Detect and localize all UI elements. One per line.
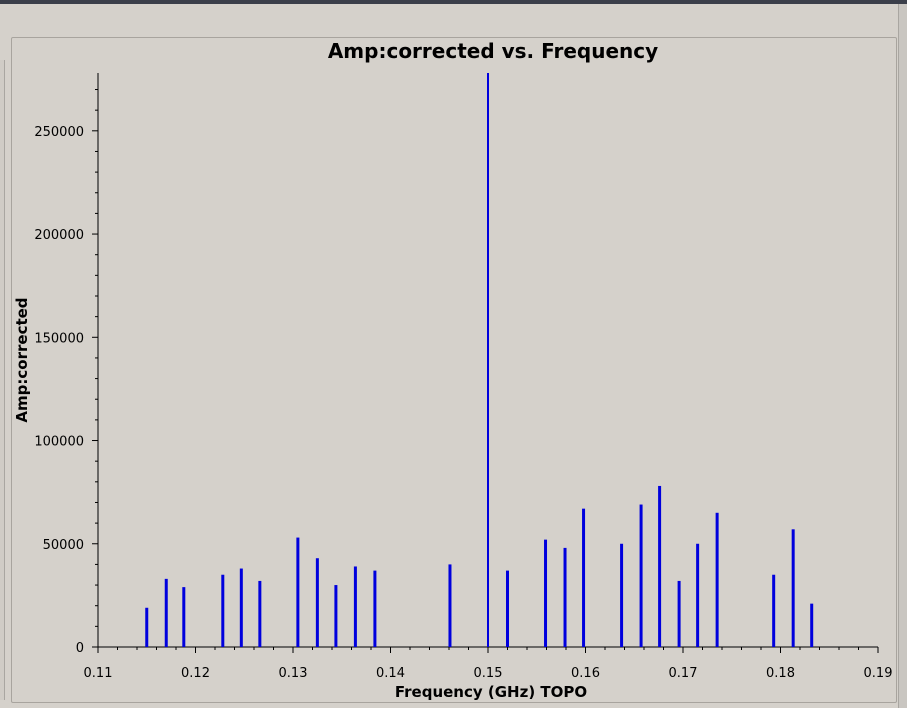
- data-point-cluster: [677, 580, 681, 647]
- y-tick-label: 250000: [34, 125, 84, 140]
- data-point-cluster: [448, 564, 452, 647]
- plot-panel: [11, 37, 897, 703]
- data-point-cluster: [373, 570, 377, 647]
- y-tick-label: 200000: [34, 228, 84, 243]
- data-point-cluster: [296, 537, 300, 647]
- chart-title: Amp:corrected vs. Frequency: [328, 39, 658, 63]
- x-tick-label: 0.15: [474, 666, 503, 681]
- data-point-cluster: [582, 508, 586, 647]
- data-point-cluster: [315, 558, 319, 647]
- window-right-scroll-edge: [898, 4, 907, 708]
- data-marks: [145, 73, 814, 647]
- left-side-panel-edge: [0, 60, 5, 700]
- x-tick-label: 0.17: [669, 666, 698, 681]
- data-point-cluster: [164, 578, 168, 647]
- data-point-cluster: [810, 603, 814, 647]
- x-tick-label: 0.18: [766, 666, 795, 681]
- x-tick-label: 0.11: [84, 666, 113, 681]
- data-point-cluster: [544, 539, 548, 647]
- data-point-cluster: [145, 607, 149, 647]
- data-point-cluster: [715, 512, 719, 647]
- data-point-cluster: [221, 574, 225, 647]
- x-tick-label: 0.19: [864, 666, 893, 681]
- data-point-cluster: [639, 504, 643, 647]
- y-tick-label: 50000: [43, 538, 84, 553]
- data-point-cluster: [772, 574, 776, 647]
- data-point-cluster: [334, 585, 338, 647]
- data-point-cluster: [487, 73, 489, 647]
- axes: 0.11 0.12 0.13 0.14 0.15 0.16 0.17 0.18 0.19 0 500…: [34, 73, 892, 681]
- y-tick-label: 100000: [34, 435, 84, 450]
- data-point-cluster: [258, 580, 262, 647]
- x-tick-label: 0.14: [376, 666, 405, 681]
- data-point-cluster: [791, 529, 795, 647]
- x-tick-label: 0.16: [571, 666, 600, 681]
- x-tick-label: 0.13: [279, 666, 308, 681]
- data-point-cluster: [506, 570, 509, 647]
- window-top-border: [0, 0, 907, 4]
- x-tick-label: 0.12: [181, 666, 210, 681]
- x-axis-label: Frequency (GHz) TOPO: [395, 683, 587, 701]
- y-axis-label: Amp:corrected: [13, 297, 31, 422]
- data-point-cluster: [658, 485, 662, 647]
- y-tick-label: 150000: [34, 331, 84, 346]
- data-point-cluster: [696, 543, 700, 647]
- data-point-cluster: [239, 568, 243, 647]
- data-point-cluster: [182, 587, 186, 647]
- data-point-cluster: [353, 566, 357, 647]
- data-point-cluster: [563, 547, 567, 647]
- y-tick-label: 0: [76, 641, 84, 656]
- data-point-cluster: [620, 543, 624, 647]
